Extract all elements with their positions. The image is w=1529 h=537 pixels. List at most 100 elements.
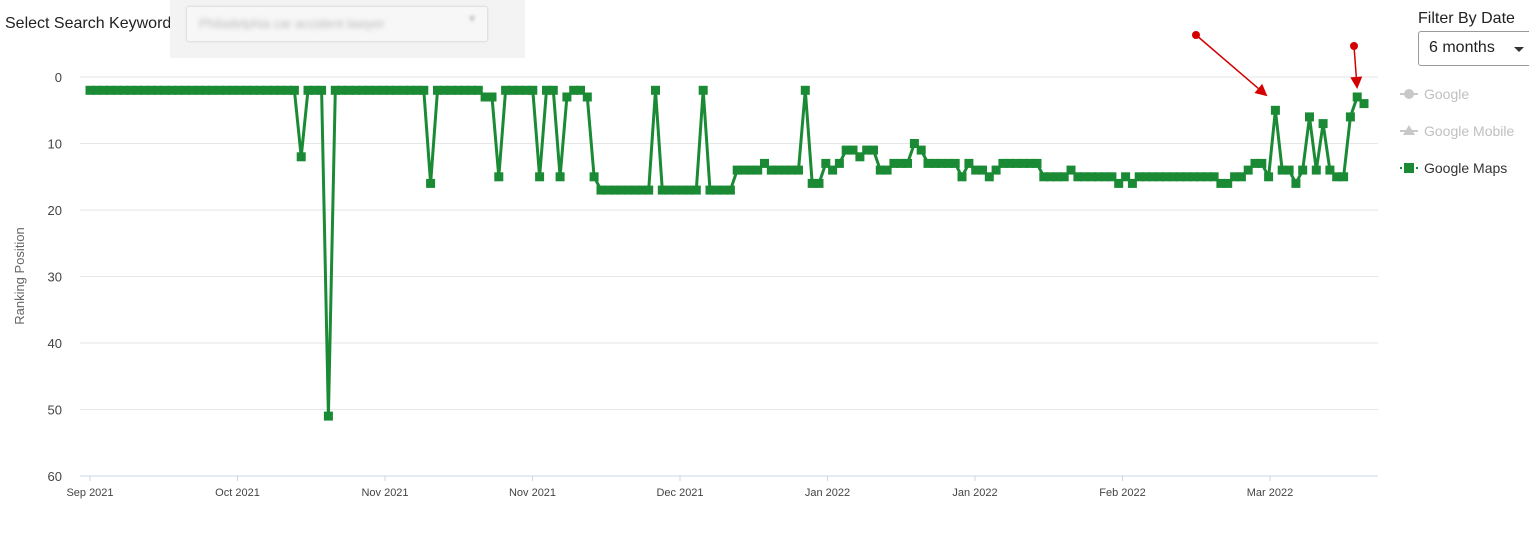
data-point[interactable] bbox=[991, 165, 1001, 175]
data-point[interactable] bbox=[1236, 172, 1246, 182]
data-point[interactable] bbox=[1059, 172, 1069, 182]
data-point[interactable] bbox=[337, 85, 347, 95]
data-point[interactable] bbox=[1182, 172, 1192, 182]
data-point[interactable] bbox=[1325, 165, 1335, 175]
data-point[interactable] bbox=[344, 85, 354, 95]
data-point[interactable] bbox=[208, 85, 218, 95]
data-point[interactable] bbox=[1345, 112, 1355, 122]
data-point[interactable] bbox=[1114, 178, 1124, 188]
data-point[interactable] bbox=[780, 165, 790, 175]
data-point[interactable] bbox=[467, 85, 476, 95]
data-point[interactable] bbox=[167, 85, 177, 95]
data-point[interactable] bbox=[228, 85, 238, 95]
data-point[interactable] bbox=[1161, 172, 1171, 182]
data-point[interactable] bbox=[242, 85, 252, 95]
data-point[interactable] bbox=[85, 85, 95, 95]
data-point[interactable] bbox=[814, 178, 824, 188]
data-point[interactable] bbox=[971, 165, 981, 175]
data-point[interactable] bbox=[930, 158, 940, 168]
data-point[interactable] bbox=[276, 85, 286, 95]
data-point[interactable] bbox=[664, 185, 674, 195]
data-point[interactable] bbox=[834, 158, 844, 168]
data-point[interactable] bbox=[398, 85, 408, 95]
data-point[interactable] bbox=[841, 145, 851, 155]
data-point[interactable] bbox=[685, 185, 694, 195]
data-point[interactable] bbox=[187, 85, 197, 95]
data-point[interactable] bbox=[1012, 158, 1021, 168]
data-point[interactable] bbox=[678, 185, 688, 195]
data-point[interactable] bbox=[1148, 172, 1158, 182]
data-point[interactable] bbox=[760, 158, 769, 168]
data-point[interactable] bbox=[773, 165, 783, 175]
data-point[interactable] bbox=[630, 185, 640, 195]
data-point[interactable] bbox=[548, 85, 558, 95]
data-point[interactable] bbox=[1257, 158, 1267, 168]
data-point[interactable] bbox=[984, 172, 994, 182]
data-point[interactable] bbox=[821, 158, 831, 168]
data-point[interactable] bbox=[1250, 158, 1260, 168]
data-point[interactable] bbox=[249, 85, 258, 95]
data-point[interactable] bbox=[289, 85, 299, 95]
data-point[interactable] bbox=[1318, 119, 1328, 129]
data-point[interactable] bbox=[1332, 172, 1342, 182]
data-point[interactable] bbox=[439, 85, 449, 95]
data-point[interactable] bbox=[576, 85, 585, 95]
legend-item-google-mobile[interactable]: Google Mobile bbox=[1400, 123, 1514, 139]
data-point[interactable] bbox=[1155, 172, 1165, 182]
data-point[interactable] bbox=[160, 85, 170, 95]
data-point[interactable] bbox=[528, 85, 538, 95]
data-point[interactable] bbox=[194, 85, 204, 95]
data-point[interactable] bbox=[657, 185, 667, 195]
data-point[interactable] bbox=[937, 158, 947, 168]
data-point[interactable] bbox=[112, 85, 122, 95]
data-point[interactable] bbox=[903, 158, 912, 168]
data-point[interactable] bbox=[1284, 165, 1294, 175]
data-point[interactable] bbox=[1264, 172, 1274, 182]
data-point[interactable] bbox=[1277, 165, 1287, 175]
data-point[interactable] bbox=[732, 165, 742, 175]
data-point[interactable] bbox=[1339, 172, 1349, 182]
data-point[interactable] bbox=[92, 85, 102, 95]
data-point[interactable] bbox=[214, 85, 224, 95]
data-point[interactable] bbox=[644, 185, 654, 195]
data-point[interactable] bbox=[1223, 178, 1233, 188]
data-point[interactable] bbox=[364, 85, 374, 95]
data-point[interactable] bbox=[412, 85, 422, 95]
data-point[interactable] bbox=[303, 85, 313, 95]
data-point[interactable] bbox=[1018, 158, 1028, 168]
data-point[interactable] bbox=[317, 85, 327, 95]
data-point[interactable] bbox=[950, 158, 960, 168]
keyword-select[interactable]: Philadelphia car accident lawyer ▼ bbox=[186, 6, 488, 42]
data-point[interactable] bbox=[487, 92, 497, 102]
data-point[interactable] bbox=[725, 185, 735, 195]
data-point[interactable] bbox=[909, 139, 919, 148]
data-point[interactable] bbox=[1087, 172, 1096, 182]
data-point[interactable] bbox=[862, 145, 872, 155]
data-point[interactable] bbox=[1175, 172, 1185, 182]
data-point[interactable] bbox=[105, 85, 115, 95]
data-point[interactable] bbox=[392, 85, 402, 95]
data-point[interactable] bbox=[146, 85, 156, 95]
data-point[interactable] bbox=[1066, 165, 1076, 175]
data-point[interactable] bbox=[460, 85, 470, 95]
data-point[interactable] bbox=[419, 85, 429, 95]
data-point[interactable] bbox=[923, 158, 933, 168]
data-point[interactable] bbox=[1141, 172, 1151, 182]
data-point[interactable] bbox=[119, 85, 129, 95]
data-point[interactable] bbox=[507, 85, 517, 95]
data-point[interactable] bbox=[262, 85, 272, 95]
data-point[interactable] bbox=[964, 158, 974, 168]
data-point[interactable] bbox=[426, 178, 436, 188]
data-point[interactable] bbox=[323, 411, 333, 421]
data-point[interactable] bbox=[1093, 172, 1103, 182]
data-point[interactable] bbox=[1270, 105, 1280, 115]
data-point[interactable] bbox=[433, 85, 442, 95]
data-point[interactable] bbox=[698, 85, 708, 95]
data-point[interactable] bbox=[1080, 172, 1090, 182]
data-point[interactable] bbox=[712, 185, 722, 195]
data-point[interactable] bbox=[1100, 172, 1110, 182]
data-point[interactable] bbox=[1121, 172, 1131, 182]
data-point[interactable] bbox=[603, 185, 613, 195]
date-range-select[interactable]: 6 months bbox=[1418, 31, 1529, 66]
data-point[interactable] bbox=[1305, 112, 1314, 122]
